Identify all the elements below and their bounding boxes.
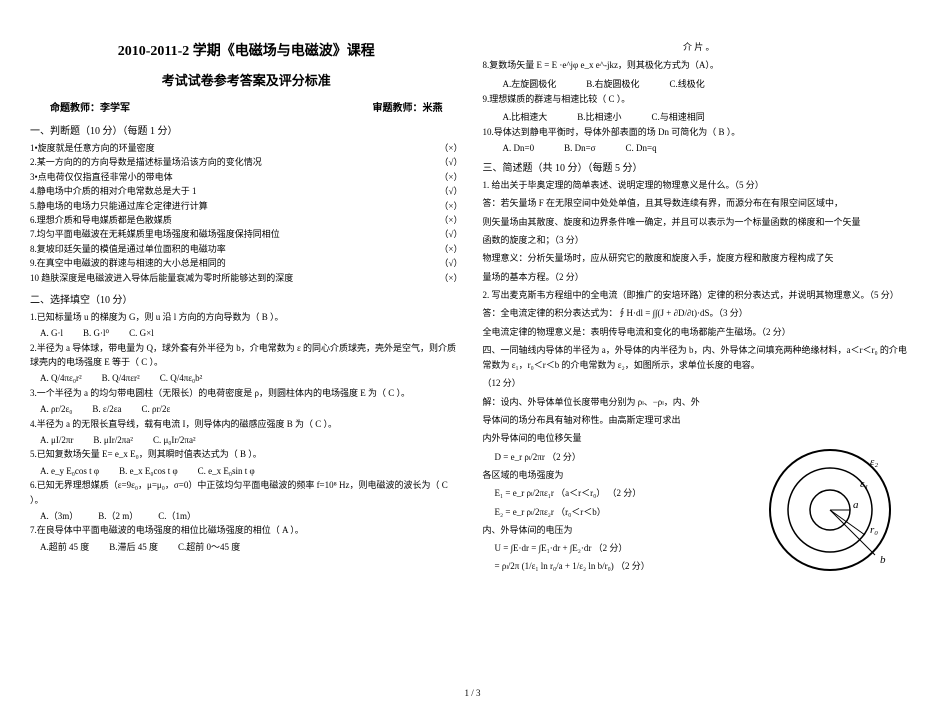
coax-diagram: ε₂ ε₁ a r₀ b [765,445,905,585]
mc-q4-opts: A. μI/2πr B. μIr/2πa² C. μ₀Ir/2πa² [30,433,463,447]
mc-q7: 7.在良导体中平面电磁波的电场强度的相位比磁场强度的相位（ A ）。 [30,523,463,537]
mc-q2-opts: A. Q/4πε₀r² B. Q/4πεr² C. Q/4πε₀b² [30,371,463,385]
mc-q3-opts: A. ρr/2ε₀ B. ε/2εa C. ρr/2ε [30,402,463,416]
ans3-1b: 则矢量场由其散度、旋度和边界条件唯一确定，并且可以表示为一个标量函数的梯度和一个… [483,215,916,230]
tf-item: 5.静电场的电场力只能通过库仑定律进行计算（×） [30,199,463,213]
sol-j: = ρₗ/2π (1/ε₁ ln r₀/a + 1/ε₂ ln b/r₀) （2… [483,559,743,574]
sol-i: U = ∫E·dr = ∫E₁·dr + ∫E₂·dr （2 分） [483,541,743,556]
mc-q10-opts: A. Dn=0 B. Dn=σ C. Dn=q [483,143,916,153]
q3-2: 2. 写出麦克斯韦方程组中的全电流（即推广的安培环路）定律的积分表达式，并说明其… [483,288,916,303]
label-b: b [880,554,886,566]
mc-q5: 5.已知复数场矢量 E= e_x E₀，则其瞬时值表达式为（ B ）。 [30,447,463,461]
sol-c: 内外导体间的电位移矢量 [483,431,743,446]
sec3-head: 三、简述题（共 10 分）（每题 5 分） [483,159,916,174]
tf-item: 8.复坡印廷矢量的模值是通过单位面积的电磁功率（×） [30,242,463,256]
sol-g: E₂ = e_r ρₗ/2πε₂r （r₀＜r＜b） [483,505,743,520]
sec2-head: 二、选择填空（10 分） [30,291,463,306]
ans3-1e: 量场的基本方程。（2 分） [483,270,916,285]
mc-q8: 8.复数场矢量 E = E ·e^jφ e_x e^-jkz，则其极化方式为（A… [483,58,916,73]
ans3-1c: 函数的旋度之和；（3 分） [483,233,916,248]
title-main: 2010-2011-2 学期《电磁场与电磁波》课程 [30,40,463,60]
mc-q6-opts: A.（3m） B.（2 m） C.（1m） [30,509,463,523]
tf-item: 7.均匀平面电磁波在无耗媒质里电场强度和磁场强度保持同相位（√） [30,227,463,241]
mc-q4: 4.半径为 a 的无限长直导线，载有电流 I，则导体内的磁感应强度 B 为（ C… [30,417,463,431]
mc-q2: 2.半径为 a 导体球，带电量为 Q，球外套有外半径为 b，介电常数为 ε 的同… [30,341,463,370]
sec4-head: 四、一同轴线内导体的半径为 a，外导体的内半径为 b，内、外导体之间填充两种绝缘… [483,343,916,374]
tf-item: 2.某一方向的的方向导数是描述标量场沿该方向的变化情况（√） [30,155,463,169]
left-column: 2010-2011-2 学期《电磁场与电磁波》课程 考试试卷参考答案及评分标准 … [30,40,463,578]
ans3-1d: 物理意义：分析矢量场时，应从研究它的散度和旋度入手，旋度方程和散度方程构成了矢 [483,251,916,266]
sol-f: E₁ = e_r ρₗ/2πε₁r （a＜r＜r₀） （2 分） [483,486,743,501]
label-e2: ε₂ [870,456,878,468]
mc-q5-opts: A. e_y E₀cos t φ B. e_x E₀cos t φ C. e_x… [30,464,463,478]
mc-q6: 6.已知无界理想媒质（ε=9ε₀，μ=μ₀，σ=0）中正弦均匀平面电磁波的频率 … [30,478,463,507]
tf-item: 6.理想介质和导电媒质都是色散媒质（×） [30,213,463,227]
mc-q8-opts: A.左旋圆极化 B.右旋圆极化 C.线极化 [483,77,916,90]
ans3-2b: 全电流定律的物理意义是：表明传导电流和变化的电场都能产生磁场。（2 分） [483,325,916,340]
label-e1: ε₁ [860,478,868,490]
authors-row: 命题教师：李学军 审题教师：米燕 [30,99,463,114]
tf-item: 10 趋肤深度是电磁波进入导体后能量衰减为零时所能够达到的深度（×） [30,271,463,285]
ans3-2a: 答：全电流定律的积分表达式为：∮H·dl = ∫∫(J + ∂D/∂t)·dS。… [483,306,916,321]
author-left: 命题教师：李学军 [50,99,130,114]
author-right: 审题教师：米燕 [373,99,443,114]
mc-q7-opts: A.超前 45 度 B.滞后 45 度 C.超前 0～45 度 [30,540,463,554]
tf-item: 4.静电场中介质的相对介电常数总是大于 1（√） [30,184,463,198]
sol-h: 内、外导体间的电压为 [483,523,743,538]
mc-q10: 10.导体达到静电平衡时，导体外部表面的场 Dn 可简化为（ B ）。 [483,125,916,140]
ans3-1a: 答：若矢量场 F 在无限空间中处处单值，且其导数连续有界，而源分布在有限空间区域… [483,196,916,211]
mc-q9-opts: A.比相速大 B.比相速小 C.与相速相同 [483,110,916,123]
top-fragment: 介 片 。 [483,40,916,55]
sol-a: 解：设内、外导体单位长度带电分别为 ρₗ、−ρₗ，内、外 [483,395,743,410]
mc-q3: 3.一个半径为 a 的均匀带电圆柱（无限长）的电荷密度是 ρ，则圆柱体内的电场强… [30,386,463,400]
mc-q1: 1.已知标量场 u 的梯度为 G，则 u 沿 l 方向的方向导数为（ B ）。 [30,310,463,324]
mc-q1-opts: A. G·l B. G·l⁰ C. G×l [30,326,463,340]
tf-item: 3•点电荷仅仅指直径非常小的带电体（×） [30,170,463,184]
sec1-head: 一、判断题（10 分）（每题 1 分） [30,122,463,137]
tf-item: 1•旋度就是任意方向的环量密度（×） [30,141,463,155]
mc-q9: 9.理想媒质的群速与相速比较（ C ）。 [483,92,916,107]
sec4-pts: （12 分） [483,376,916,391]
tf-item: 9.在真空中电磁波的群速与相速的大小总是相同的（√） [30,256,463,270]
sol-e: 各区域的电场强度为 [483,468,743,483]
q3-1: 1. 给出关于毕奥定理的简单表述、说明定理的物理意义是什么。（5 分） [483,178,916,193]
label-r0: r₀ [870,524,878,536]
page-footer: 1 / 3 [0,688,945,698]
sol-b: 导体间的场分布具有轴对称性。由高斯定理可求出 [483,413,743,428]
sol-d: D = e_r ρₗ/2πr （2 分） [483,450,743,465]
label-a: a [853,499,859,511]
title-sub: 考试试卷参考答案及评分标准 [30,70,463,89]
